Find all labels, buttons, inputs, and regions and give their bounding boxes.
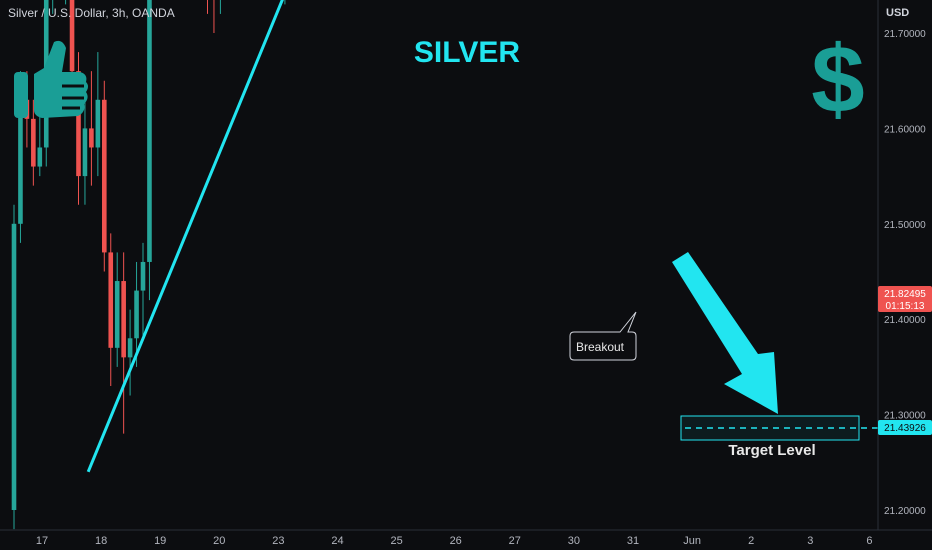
candle-body [127,338,133,358]
x-tick-label: 31 [627,535,639,547]
x-tick-label: 25 [390,535,402,547]
candle-body [18,99,23,224]
candlestick-series [11,0,286,530]
x-tick-label: 6 [866,535,872,547]
target-price-tag: 21.43926 [878,420,932,435]
x-tick-label: Jun [683,535,701,547]
x-tick-label: 27 [509,535,521,547]
candle-body [37,147,43,167]
target-level-box [680,415,878,441]
candle-body [102,99,107,253]
target-price-value: 21.43926 [884,423,926,434]
x-tick-label: 3 [807,535,813,547]
target-arrow [672,252,778,414]
x-tick-label: 2 [748,535,754,547]
last-price-value: 21.82495 [884,289,926,300]
y-tick-label: 21.60000 [884,124,926,135]
y-tick-label: 21.30000 [884,411,926,422]
x-tick-label: 20 [213,535,225,547]
dollar-sign-icon: $ [811,26,864,133]
candle-body [31,118,36,167]
x-tick-label: 18 [95,535,107,547]
currency-label: USD [886,7,909,19]
y-tick-label: 21.40000 [884,315,926,326]
symbol-title: Silver / U.S. Dollar, 3h, OANDA [8,6,175,20]
countdown-value: 01:15:13 [886,301,925,312]
y-tick-label: 21.20000 [884,506,926,517]
time-axis[interactable]: 17 18 19 20 23 24 25 26 27 30 31 Jun 2 3 6 [0,529,932,547]
y-tick-label: 21.50000 [884,220,926,231]
x-tick-label: 17 [36,535,48,547]
x-tick-label: 23 [272,535,284,547]
x-tick-label: 26 [450,535,462,547]
candle-body [76,71,81,177]
last-price-tag: 21.82495 01:15:13 [878,286,932,312]
candle-body [11,223,17,511]
candle-body [140,261,146,291]
candle-body [108,252,114,348]
target-level-label: Target Level [728,442,815,459]
candle-body [114,281,120,348]
candle-body [89,128,94,148]
candle-body [134,290,139,339]
x-tick-label: 24 [331,535,343,547]
channel-line [86,0,284,473]
thumbs-up-icon [14,40,88,118]
candle-body [95,99,101,148]
candle-body [147,0,152,262]
price-channel [86,0,284,473]
breakout-callout: Breakout [569,311,637,361]
candle-body [69,0,75,72]
breakout-label: Breakout [576,340,625,354]
price-axis[interactable]: 21.20000 21.30000 21.40000 21.50000 21.60000… [877,0,926,530]
candle-body [121,281,126,358]
y-tick-label: 21.70000 [884,29,926,40]
x-tick-label: 30 [568,535,580,547]
candle-body [82,128,88,177]
x-tick-label: 19 [154,535,166,547]
chart-title: SILVER [414,36,520,69]
